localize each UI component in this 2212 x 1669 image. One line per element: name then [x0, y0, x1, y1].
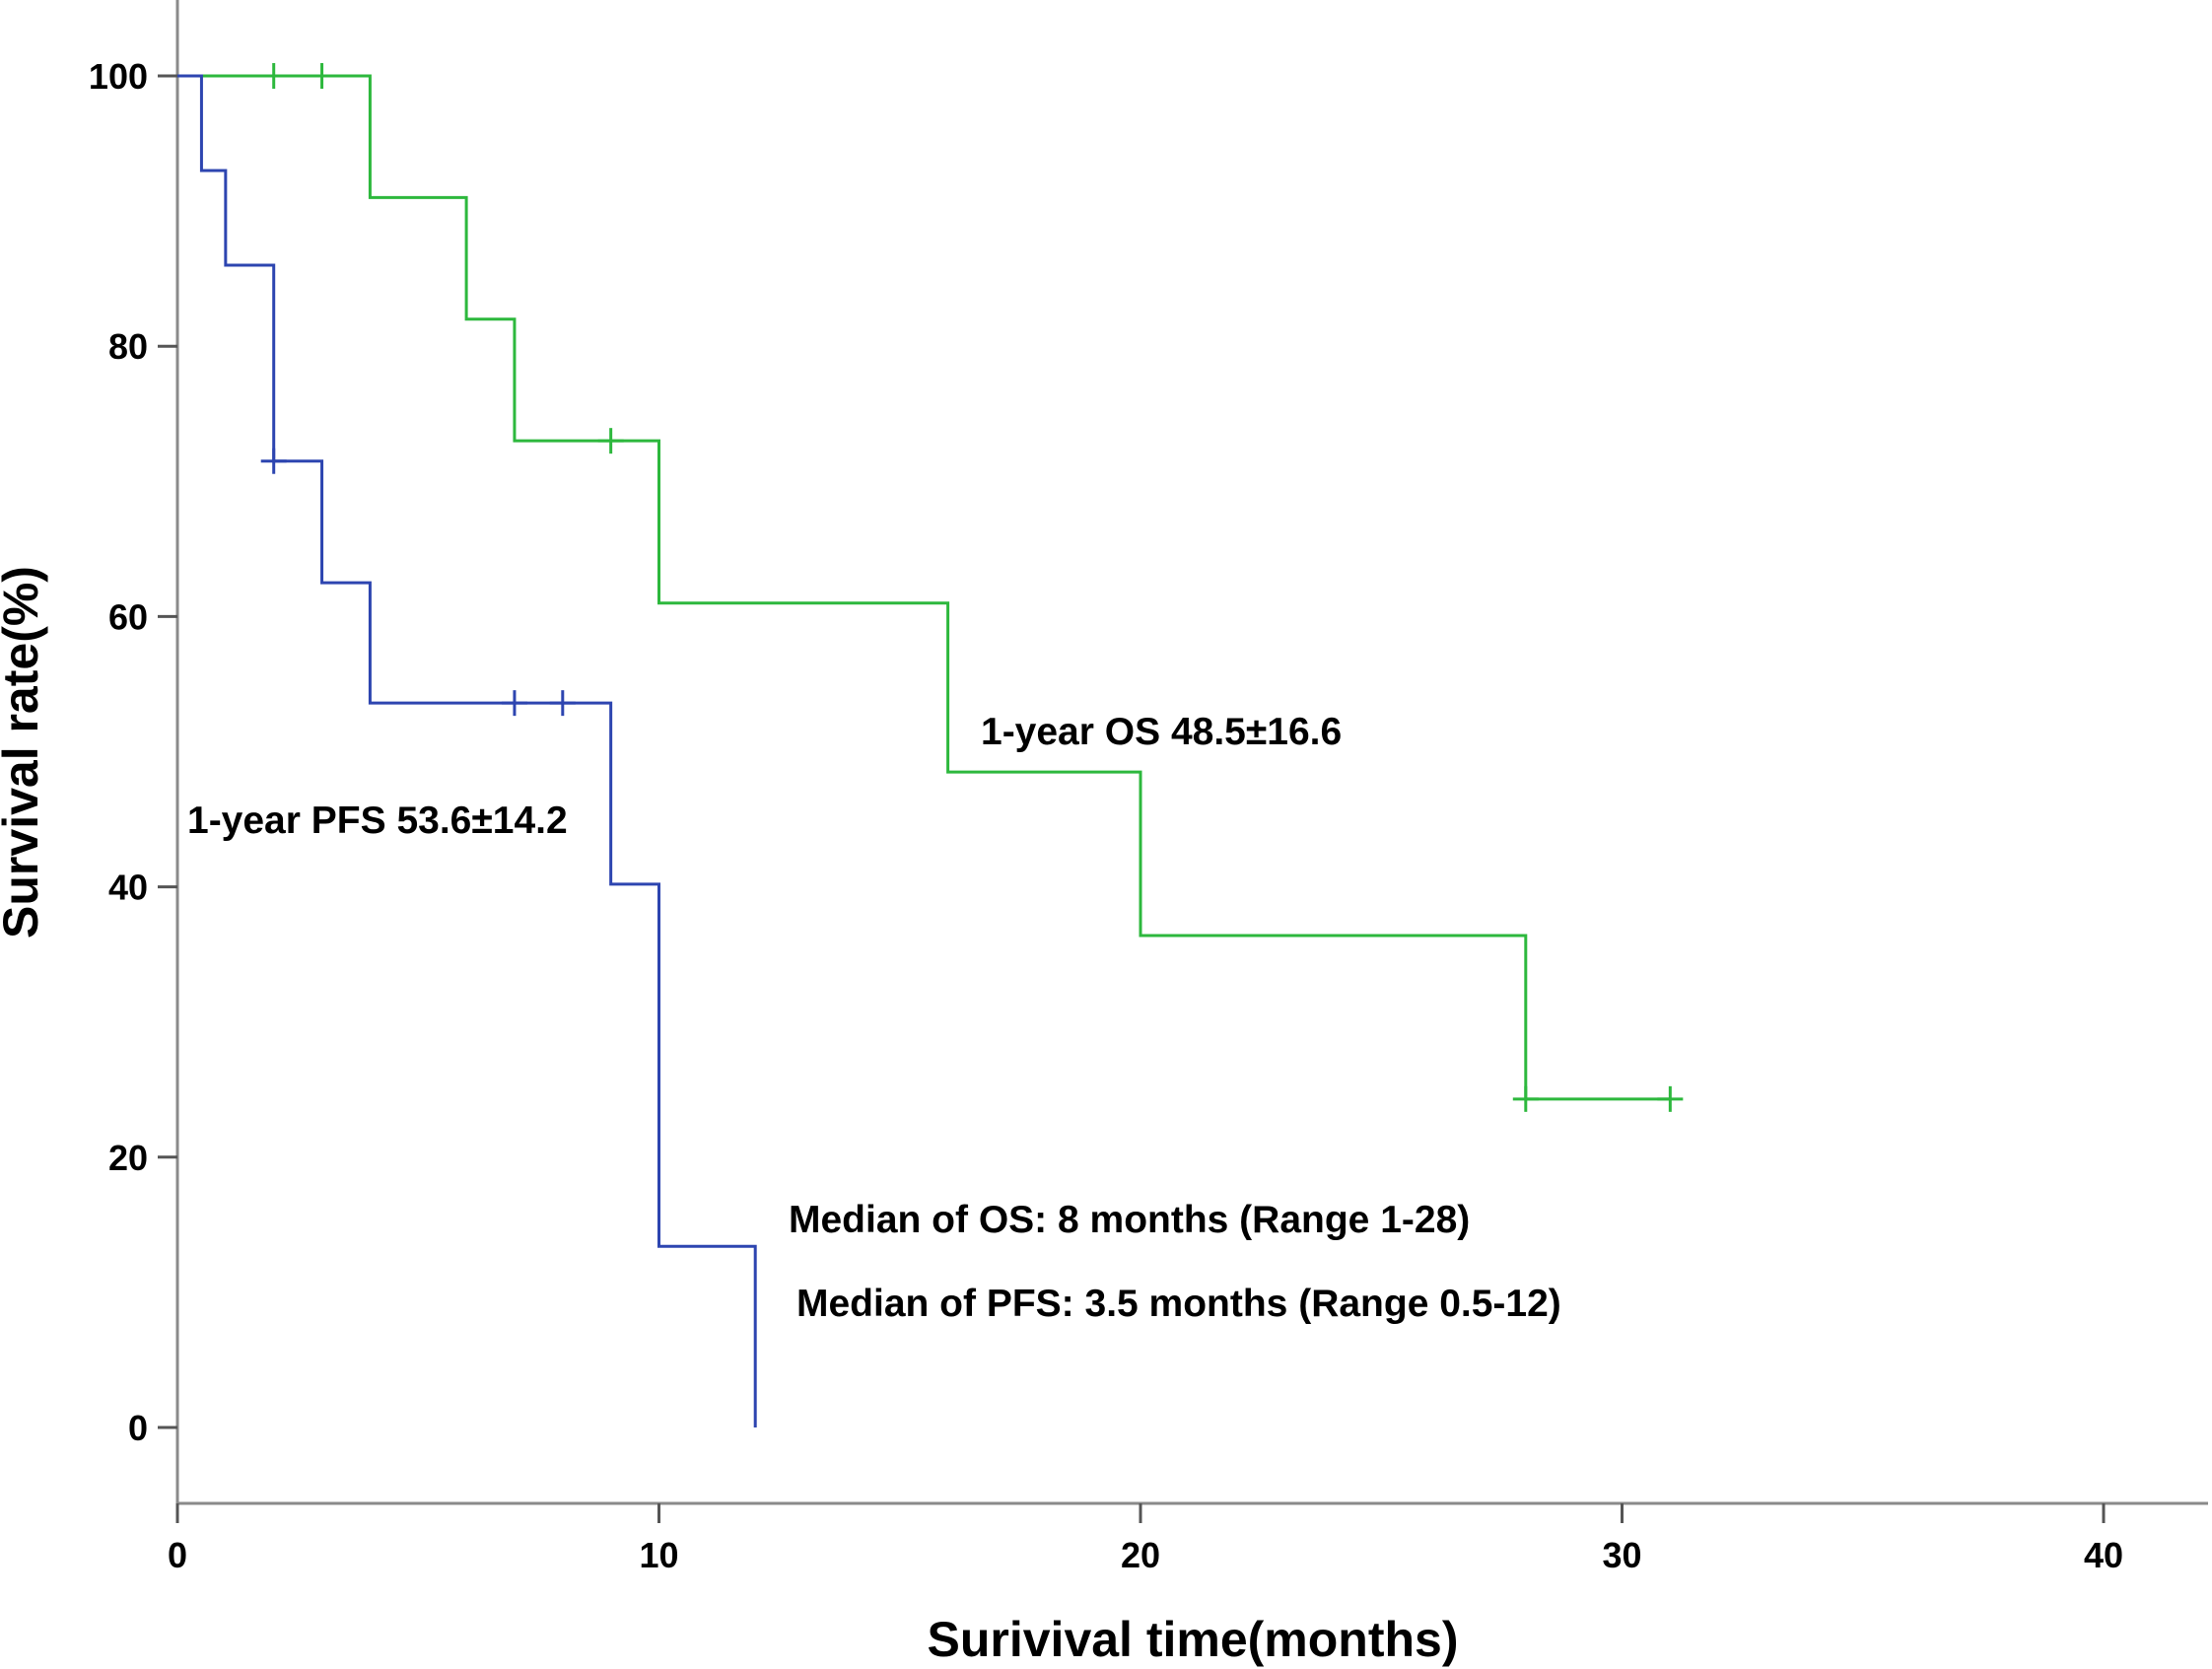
- pfs-1year-annotation: 1-year PFS 53.6±14.2: [187, 800, 568, 842]
- censor-marks: [260, 63, 1684, 1112]
- y-tick-label-80: 80: [108, 326, 148, 367]
- x-ticks: 0 10 20 30 40: [168, 1503, 2123, 1575]
- y-tick-label-0: 0: [128, 1408, 148, 1448]
- curves: [177, 74, 1671, 1427]
- y-tick-label-60: 60: [108, 596, 148, 637]
- x-tick-label-30: 30: [1602, 1535, 1641, 1575]
- x-tick-label-40: 40: [2084, 1535, 2123, 1575]
- x-tick-label-20: 20: [1121, 1535, 1160, 1575]
- axes: [175, 0, 2208, 1505]
- os-survival-curve: [177, 74, 1671, 1101]
- median-os-annotation: Median of OS: 8 months (Range 1-28): [789, 1199, 1470, 1241]
- pfs-survival-curve: [177, 74, 757, 1427]
- y-tick-label-100: 100: [89, 56, 148, 97]
- y-tick-label-40: 40: [108, 868, 148, 908]
- y-tick-label-20: 20: [108, 1138, 148, 1178]
- os-1year-annotation: 1-year OS 48.5±16.6: [981, 711, 1342, 753]
- y-ticks: 0 20 40 60 80 100: [89, 56, 177, 1448]
- x-axis-title: Surivival time(months): [928, 1612, 1459, 1667]
- x-tick-label-10: 10: [639, 1535, 678, 1575]
- median-pfs-annotation: Median of PFS: 3.5 months (Range 0.5-12): [796, 1283, 1561, 1325]
- x-tick-label-0: 0: [168, 1535, 187, 1575]
- y-axis-title: Survival rate(%): [0, 566, 48, 939]
